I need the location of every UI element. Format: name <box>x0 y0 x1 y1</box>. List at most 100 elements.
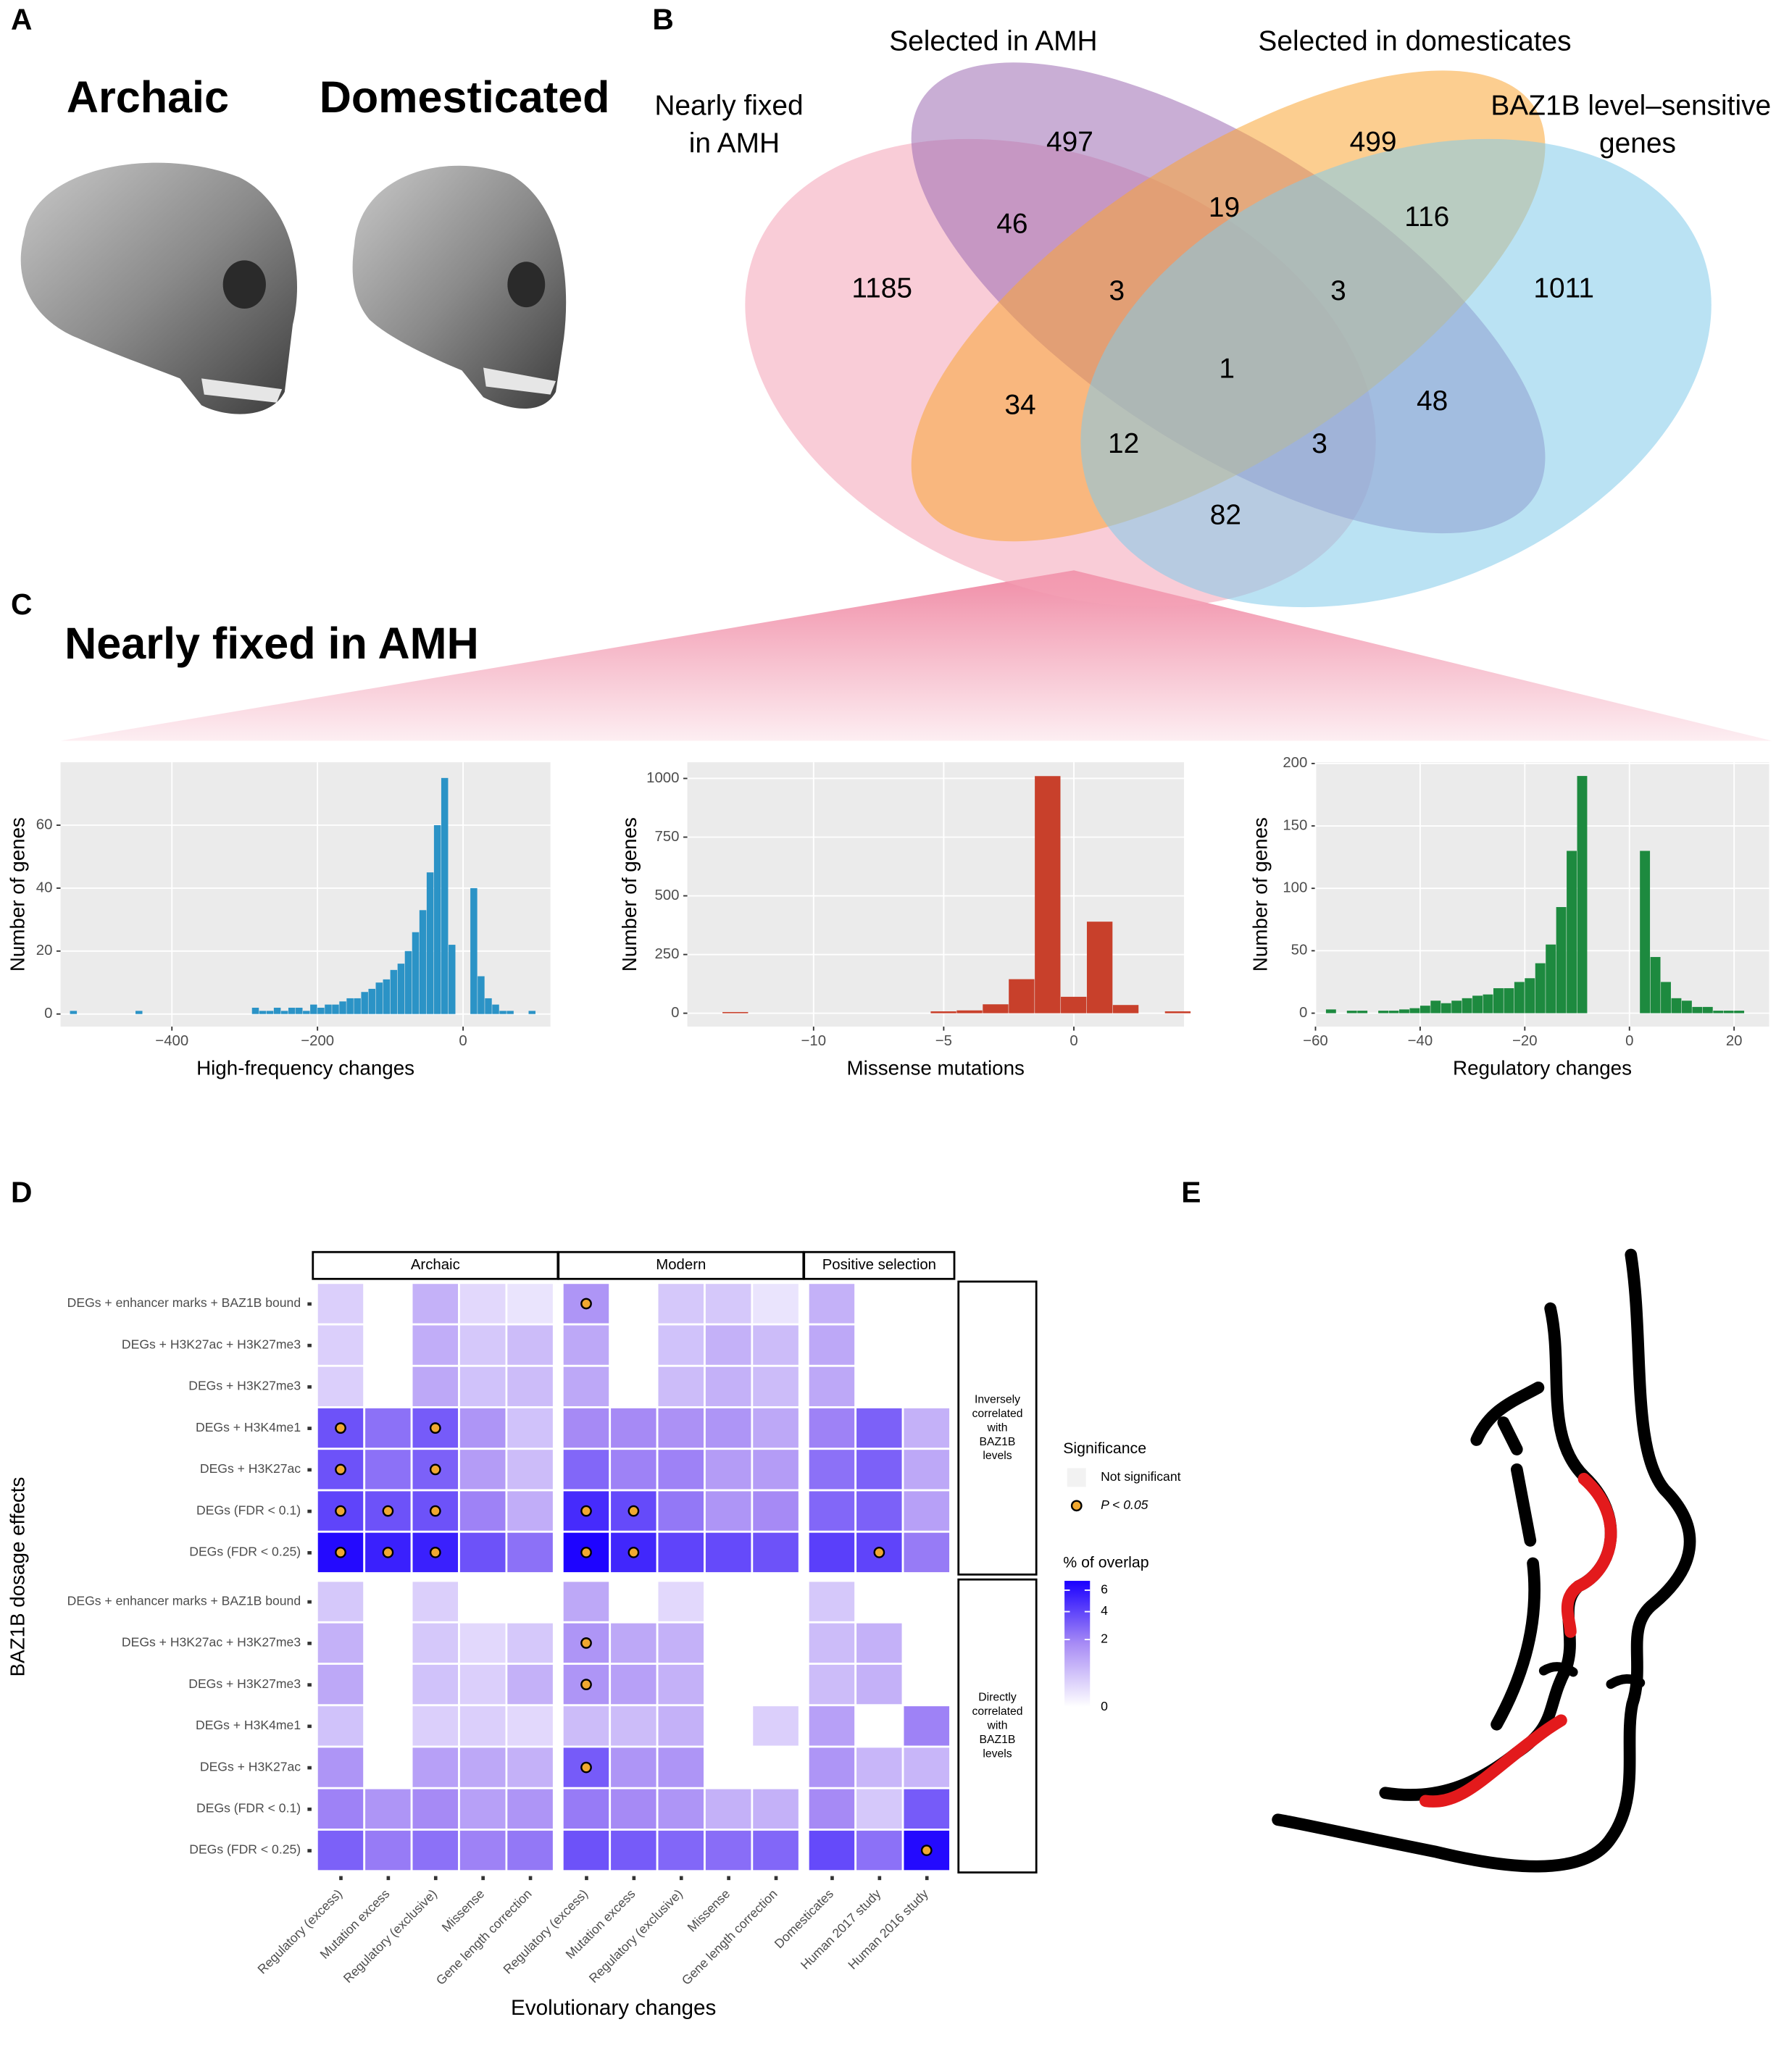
histogram-bar <box>1713 1011 1724 1014</box>
heatmap-cell <box>806 1364 857 1408</box>
significance-dot <box>429 1546 441 1558</box>
histogram-bar <box>485 998 492 1014</box>
heatmap-cell <box>410 1579 460 1624</box>
significance-dot <box>580 1637 592 1649</box>
heatmap-cell <box>315 1829 366 1873</box>
y-tick-mark <box>307 1426 312 1430</box>
heatmap-cell <box>751 1406 801 1450</box>
heatmap-cell <box>505 1745 555 1789</box>
histogram-bar <box>1009 979 1035 1014</box>
histogram-bar <box>339 1001 346 1014</box>
y-tick-mark <box>307 1468 312 1472</box>
heatmap-cell <box>505 1489 555 1533</box>
histogram-bar <box>1514 982 1525 1014</box>
heatmap-cell <box>363 1579 413 1624</box>
heatmap-cell <box>410 1663 460 1707</box>
histogram-bar <box>441 777 449 1014</box>
heatmap-cell <box>751 1448 801 1492</box>
row-label: DEGs + H3K27ac + H3K27me3 <box>122 1337 301 1351</box>
heatmap-cell <box>806 1530 857 1574</box>
histogram-bar <box>1346 1011 1357 1014</box>
heatmap-cell <box>561 1829 612 1873</box>
heatmap-cell <box>458 1406 508 1450</box>
heatmap-cell <box>901 1530 951 1574</box>
heatmap-cell <box>704 1530 754 1574</box>
row-label: DEGs + enhancer marks + BAZ1B bound <box>67 1295 301 1310</box>
heatmap-cell <box>410 1282 460 1326</box>
histogram-bar <box>346 998 354 1014</box>
heatmap-cell <box>505 1663 555 1707</box>
x-axis-label: Missense mutations <box>847 1057 1025 1079</box>
heatmap-cell <box>656 1364 706 1408</box>
histogram-bar <box>956 1010 983 1014</box>
heatmap-cell <box>363 1364 413 1408</box>
y-tick-label: 750 <box>654 829 679 845</box>
heatmap-cell <box>751 1829 801 1873</box>
histogram-bar <box>368 988 375 1014</box>
row-group-label: BAZ1B <box>980 1734 1016 1746</box>
significance-dot <box>335 1463 346 1476</box>
histogram-bar <box>1692 1006 1703 1014</box>
heatmap-cell <box>561 1364 612 1408</box>
column-label: Missense <box>685 1887 733 1935</box>
histogram-bar <box>1525 978 1535 1014</box>
heatmap-cell <box>854 1448 904 1492</box>
heatmap-cell <box>561 1323 612 1367</box>
heatmap-cell <box>609 1448 659 1492</box>
y-tick-mark <box>307 1766 312 1770</box>
y-axis-label: Number of genes <box>618 817 641 972</box>
facet-strip <box>957 1578 1038 1873</box>
heatmap-cell <box>505 1323 555 1367</box>
heatmap-cell <box>609 1704 659 1748</box>
column-label: Regulatory (excess) <box>254 1887 345 1977</box>
histogram-bar <box>1086 922 1113 1014</box>
heatmap-cell <box>854 1829 904 1873</box>
venn-set-name: Selected in domesticates <box>1258 26 1571 57</box>
heatmap-cell <box>901 1282 951 1326</box>
x-tick-label: −60 <box>1303 1033 1328 1049</box>
heatmap-cell <box>315 1704 366 1748</box>
histogram-bar <box>1035 776 1061 1014</box>
significance-dot <box>920 1845 933 1856</box>
histogram-bar <box>383 979 391 1014</box>
venn-count: 3 <box>1330 275 1346 306</box>
heatmap-cell <box>751 1489 801 1533</box>
heatmap-cell <box>458 1663 508 1707</box>
histogram-bar <box>1702 1006 1713 1014</box>
heatmap-cell <box>901 1745 951 1789</box>
x-tick-label: 0 <box>459 1033 467 1049</box>
heatmap-cell <box>609 1282 659 1326</box>
histogram-bar <box>1451 1001 1462 1014</box>
heatmap-cell <box>561 1448 612 1492</box>
row-group-label: correlated <box>972 1705 1022 1718</box>
histogram-bar <box>1483 994 1493 1014</box>
heatmap-cell <box>363 1323 413 1367</box>
histogram-bar <box>361 992 368 1014</box>
y-tick-mark <box>307 1683 312 1687</box>
plot-background <box>60 762 551 1027</box>
significance-dot <box>429 1422 441 1434</box>
venn-count: 499 <box>1350 126 1397 157</box>
heatmap-cell <box>854 1787 904 1831</box>
x-tick-label: 0 <box>1625 1033 1633 1049</box>
y-tick-mark <box>307 1343 312 1348</box>
column-label: Missense <box>439 1887 488 1935</box>
significance-dot <box>429 1463 441 1476</box>
x-tick-mark <box>585 1876 588 1881</box>
heatmap-cell <box>704 1364 754 1408</box>
histogram-bar <box>1535 963 1546 1014</box>
histogram-bar <box>1546 944 1556 1014</box>
domesticated-skull <box>352 165 567 409</box>
heatmap-cell <box>751 1787 801 1831</box>
heatmap-cell <box>410 1704 460 1748</box>
heatmap-cell <box>854 1621 904 1665</box>
venn-count: 46 <box>996 208 1027 239</box>
facet-label: Positive selection <box>822 1257 936 1273</box>
x-tick-mark <box>830 1876 834 1881</box>
y-tick-label: 200 <box>1283 755 1307 771</box>
heatmap-cell <box>751 1282 801 1326</box>
heatmap-cell <box>656 1530 706 1574</box>
heatmap-cell <box>363 1787 413 1831</box>
color-bar-label: 6 <box>1101 1582 1108 1597</box>
